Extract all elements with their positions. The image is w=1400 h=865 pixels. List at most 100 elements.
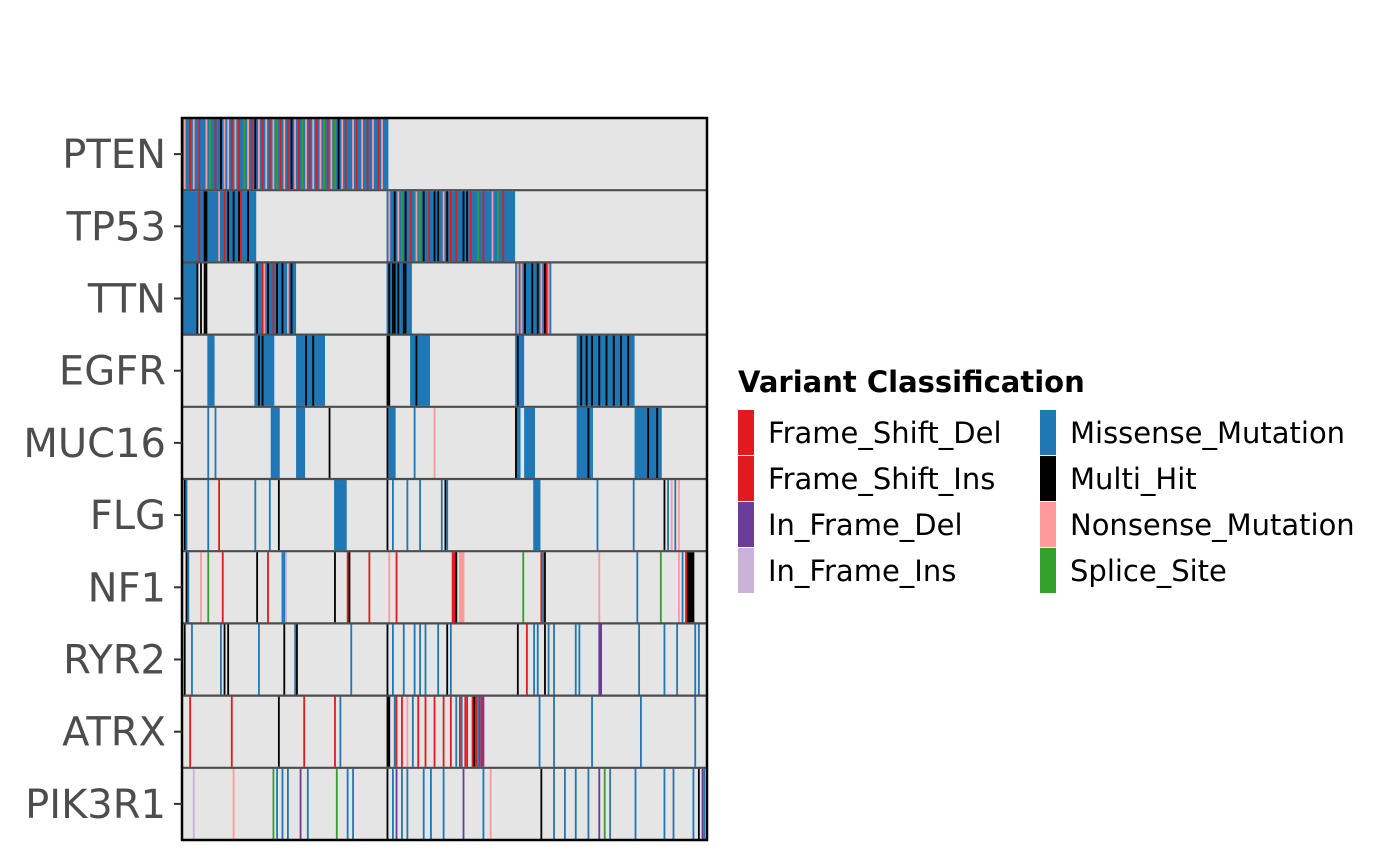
mutation-tile-ttn	[524, 263, 526, 334]
mutation-tile-nf1	[685, 552, 695, 623]
mutation-tile-atrx	[411, 696, 414, 767]
mutation-tile-ryr2	[183, 624, 186, 695]
mutation-tile-ttn	[276, 263, 278, 334]
legend-label-multi_hit: Multi_Hit	[1070, 462, 1197, 496]
mutation-tile-muc16	[214, 407, 217, 478]
mutation-tile-pik3r1	[422, 768, 425, 839]
mutation-tile-ttn	[531, 263, 534, 334]
mutation-tile-tp53	[415, 191, 418, 262]
legend-label-nonsense_mutation: Nonsense_Mutation	[1070, 508, 1355, 542]
mutation-tile-ttn	[516, 263, 519, 334]
mutation-tile-pik3r1	[697, 768, 700, 839]
gene-label-egfr: EGFR	[59, 349, 166, 395]
mutation-tile-muc16	[386, 407, 389, 478]
mutation-tile-flg	[392, 480, 394, 551]
mutation-tile-ttn	[287, 263, 289, 334]
mutation-tile-tp53	[232, 191, 235, 262]
mutation-tile-ryr2	[516, 624, 519, 695]
mutation-tile-ryr2	[419, 624, 421, 695]
mutation-tile-pten	[352, 119, 354, 190]
mutation-tile-flg	[277, 480, 280, 551]
gene-label-ttn: TTN	[87, 277, 166, 323]
mutation-tile-pik3r1	[703, 768, 706, 839]
mutation-tile-ttn	[397, 263, 400, 334]
mutation-tile-atrx	[442, 696, 445, 767]
mutation-tile-pten	[276, 119, 278, 190]
mutation-tile-ttn	[536, 263, 539, 334]
mutation-tile-tp53	[449, 191, 452, 262]
mutation-tile-pten	[209, 119, 211, 190]
mutation-tile-atrx	[477, 696, 479, 767]
mutation-tile-atrx	[449, 696, 452, 767]
gene-label-pten: PTEN	[62, 132, 166, 178]
mutation-tile-pten	[238, 119, 240, 190]
mutation-tile-pik3r1	[401, 768, 403, 839]
gene-label-ryr2: RYR2	[63, 638, 166, 684]
mutation-tile-nf1	[542, 552, 545, 623]
mutation-tile-pten	[315, 119, 318, 190]
mutation-tile-ryr2	[578, 624, 581, 695]
legend-key-frame_shift_del	[738, 410, 754, 455]
mutation-tile-atrx	[401, 696, 403, 767]
mutation-tile-tp53	[469, 191, 472, 262]
mutation-tile-ryr2	[533, 624, 536, 695]
mutation-tile-egfr	[258, 335, 260, 406]
gene-label-nf1: NF1	[88, 565, 166, 611]
mutation-tile-pik3r1	[287, 768, 289, 839]
mutation-tile-muc16	[515, 407, 521, 478]
panel-border	[180, 116, 709, 842]
legend-key-in_frame_del	[738, 502, 754, 547]
mutation-tile-nf1	[455, 552, 458, 623]
mutation-tile-ryr2	[220, 624, 222, 695]
mutation-tile-tp53	[433, 191, 436, 262]
mutation-tile-flg	[334, 480, 347, 551]
mutation-tile-tp53	[404, 191, 407, 262]
mutation-tile-pten	[258, 119, 260, 190]
mutation-tile-nf1	[522, 552, 525, 623]
mutation-tile-pten	[272, 119, 275, 190]
mutation-tile-ryr2	[350, 624, 353, 695]
mutation-tile-atrx	[471, 696, 474, 767]
mutation-tile-ryr2	[223, 624, 226, 695]
mutation-tile-ttn	[256, 263, 259, 334]
mutation-tile-atrx	[433, 696, 436, 767]
mutation-tile-pten	[341, 119, 344, 190]
legend-key-missense_mutation	[1040, 410, 1056, 455]
mutation-tile-pten	[220, 119, 222, 190]
mutation-tile-muc16	[656, 407, 659, 478]
mutation-tile-pten	[312, 119, 315, 190]
mutation-tile-atrx	[189, 696, 192, 767]
mutation-tile-ttn	[290, 263, 293, 334]
mutation-tile-ttn	[520, 263, 523, 334]
mutation-tile-nf1	[283, 552, 286, 623]
mutation-tile-pik3r1	[352, 768, 354, 839]
mutation-tile-muc16	[328, 407, 331, 478]
mutation-tile-tp53	[205, 191, 208, 262]
mutation-tile-egfr	[254, 335, 275, 406]
gene-label-tp53: TP53	[66, 204, 166, 250]
legend-key-in_frame_ins	[738, 548, 754, 593]
mutation-tile-pik3r1	[335, 768, 338, 839]
mutation-tile-nf1	[368, 552, 371, 623]
mutation-tile-muc16	[296, 407, 306, 478]
mutation-tile-ttn	[254, 263, 297, 334]
mutation-tile-pten	[319, 119, 322, 190]
mutation-tile-tp53	[437, 191, 440, 262]
mutation-tile-tp53	[239, 191, 242, 262]
mutation-tile-atrx	[464, 696, 467, 767]
mutation-tile-pten	[268, 119, 271, 190]
mutation-tile-pik3r1	[540, 768, 543, 839]
mutation-tile-tp53	[198, 191, 201, 262]
mutation-tile-ryr2	[449, 624, 452, 695]
mutation-tile-egfr	[627, 335, 630, 406]
mutation-tile-flg	[419, 480, 421, 551]
mutation-tile-pik3r1	[442, 768, 445, 839]
mutation-tile-pik3r1	[276, 768, 278, 839]
mutation-tile-nf1	[451, 552, 458, 623]
mutation-tile-flg	[218, 480, 221, 551]
mutation-tile-pten	[287, 119, 289, 190]
mutation-tile-egfr	[386, 335, 391, 406]
mutation-tile-flg	[444, 480, 447, 551]
mutation-tile-atrx	[303, 696, 306, 767]
mutation-tile-flg	[533, 480, 541, 551]
